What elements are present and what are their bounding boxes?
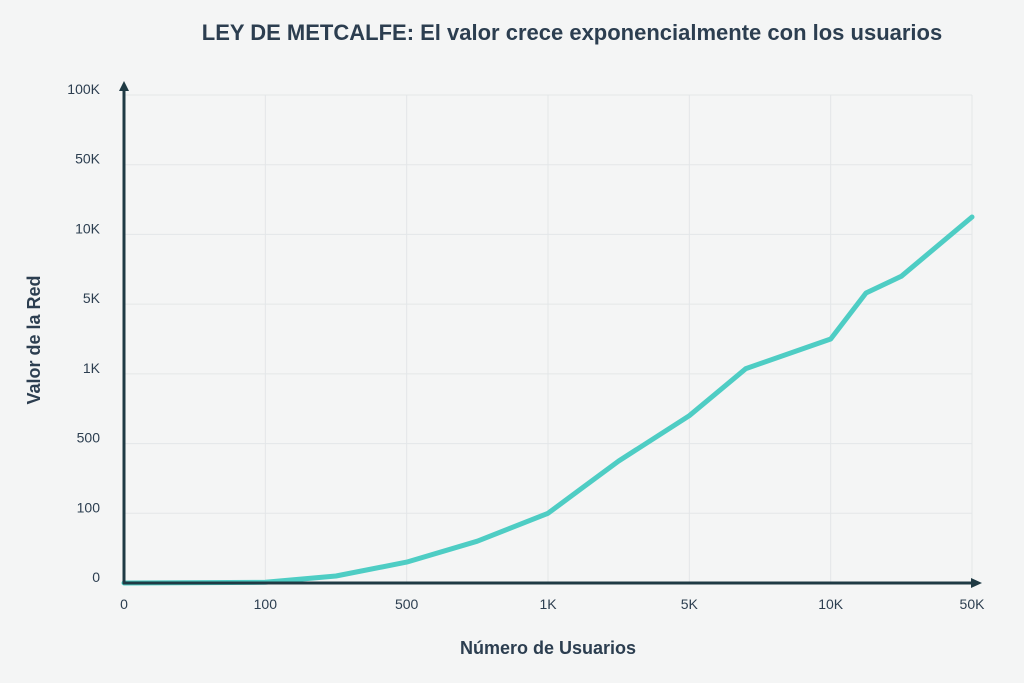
y-tick-label: 10K bbox=[75, 220, 101, 236]
axes bbox=[119, 81, 982, 588]
x-tick-label: 500 bbox=[395, 596, 419, 612]
x-tick-label: 50K bbox=[960, 596, 986, 612]
grid-lines bbox=[124, 94, 973, 583]
y-tick-label: 1K bbox=[83, 360, 101, 376]
y-tick-label: 0 bbox=[92, 569, 100, 585]
x-tick-label: 5K bbox=[681, 596, 699, 612]
plot-area bbox=[121, 214, 975, 586]
y-tick-label: 50K bbox=[75, 151, 101, 167]
x-tick-label: 0 bbox=[120, 596, 128, 612]
y-axis-arrowhead bbox=[119, 81, 129, 91]
x-tick-label: 10K bbox=[818, 596, 844, 612]
series-line bbox=[121, 214, 975, 586]
y-tick-label: 5K bbox=[83, 290, 101, 306]
y-tick-label: 100K bbox=[67, 81, 100, 97]
y-tick-label: 100 bbox=[77, 499, 101, 515]
x-tick-label: 1K bbox=[539, 596, 557, 612]
chart-title: LEY DE METCALFE: El valor crece exponenc… bbox=[202, 20, 942, 45]
y-tick-label: 500 bbox=[77, 430, 101, 446]
x-axis-label: Número de Usuarios bbox=[460, 638, 636, 658]
x-axis-arrowhead bbox=[971, 578, 982, 588]
x-tick-label: 100 bbox=[254, 596, 278, 612]
tick-labels: 0 100 500 1K 5K 10K 50K 0 100 500 1K 5K 10K 50K 100K bbox=[67, 81, 985, 612]
y-axis-label: Valor de la Red bbox=[24, 275, 44, 404]
